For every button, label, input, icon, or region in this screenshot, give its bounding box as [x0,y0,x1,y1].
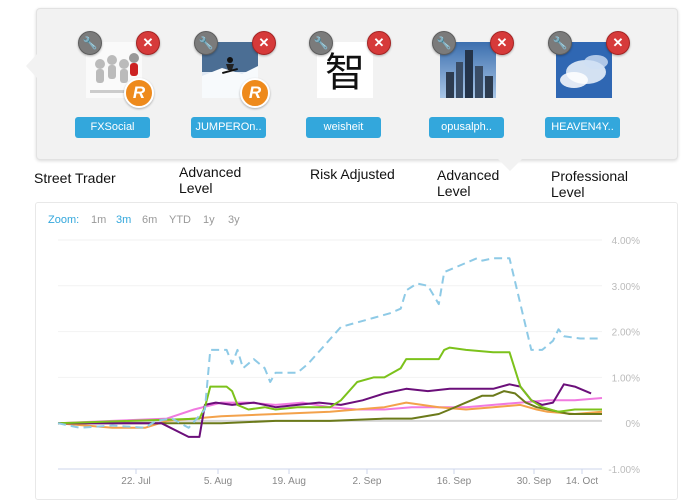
wrench-icon[interactable]: 🔧 [309,31,333,55]
x-tick-label: 22. Jul [121,476,150,487]
strategy-name-button[interactable]: opusalph.. [429,117,504,138]
zoom-option-3y[interactable]: 3y [228,214,240,226]
y-tick-label: 1.00% [612,373,640,384]
series-line [57,346,602,425]
y-tick-label: 2.00% [612,328,640,339]
x-tick-label: 19. Aug [272,476,306,487]
people-icon [86,42,142,98]
x-tick-label: 2. Sep [353,476,382,487]
strategy-name-button[interactable]: weisheit [306,117,381,138]
x-tick-label: 5. Aug [204,476,232,487]
y-tick-label: 4.00% [612,236,640,247]
strategy-caption: Street Trader [34,170,144,186]
caption-line: Level [437,183,471,199]
zoom-label: Zoom: [48,214,79,226]
close-icon[interactable]: ✕ [252,31,276,55]
strategy-caption: Risk Adjusted [310,166,420,182]
series-line [57,397,603,425]
strategy-tile[interactable]: 🔧 ✕ opusalph.. [394,30,514,145]
close-icon[interactable]: ✕ [136,31,160,55]
caption-line: Level [179,180,213,196]
caption-line: Risk Adjusted [310,166,395,182]
strategy-tile[interactable]: 🔧 ✕ HEAVEN4Y.. [510,30,630,145]
caption-line: Advanced [179,164,242,180]
series-line [58,390,602,425]
zoom-option-1y[interactable]: 1y [203,214,215,226]
caption-line: Advanced [437,167,500,183]
series-line [57,257,602,429]
wrench-icon[interactable]: 🔧 [548,31,572,55]
tray-notch [497,158,523,171]
close-icon[interactable]: ✕ [490,31,514,55]
x-tick-label: 16. Sep [437,476,472,487]
zoom-option-ytd[interactable]: YTD [169,214,191,226]
close-icon[interactable]: ✕ [606,31,630,55]
strategy-tile[interactable]: 🔧 ✕ R FXSocial [40,30,160,145]
r-badge-icon: R [240,78,270,108]
y-tick-label: -1.00% [608,465,640,476]
strategy-caption: Advanced Level [179,164,289,196]
strategy-name-button[interactable]: HEAVEN4Y.. [545,117,620,138]
svg-text:智: 智 [325,50,365,96]
strategy-tile[interactable]: 🔧 ✕ R JUMPEROn.. [156,30,276,145]
caption-line: Level [551,184,585,200]
sky-icon [556,42,612,98]
wrench-icon[interactable]: 🔧 [78,31,102,55]
zoom-option-3m[interactable]: 3m [116,214,131,226]
r-badge-icon: R [124,78,154,108]
y-tick-label: 0% [626,419,641,430]
close-icon[interactable]: ✕ [367,31,391,55]
performance-chart: Zoom: 1m 3m 6m YTD 1y 3y 4.00% 3.00% 2.00% 1.00% 0%… [35,202,678,500]
wrench-icon[interactable]: 🔧 [432,31,456,55]
strategy-caption: Professional Level [551,168,661,200]
zoom-option-1m[interactable]: 1m [91,214,106,226]
strategy-caption: Advanced Level [437,167,547,199]
tray-pointer-arrow [26,54,37,78]
caption-line: Professional [551,168,629,184]
x-tick-label: 30. Sep [517,476,552,487]
chart-canvas: Zoom: 1m 3m 6m YTD 1y 3y 4.00% 3.00% 2.00% 1.00% 0%… [48,214,641,487]
strategy-name-button[interactable]: JUMPEROn.. [191,117,266,138]
x-tick-label: 14. Oct [566,476,598,487]
strategy-tile[interactable]: 🔧 ✕ 智 weisheit [271,30,391,145]
zoom-option-6m[interactable]: 6m [142,214,157,226]
wrench-icon[interactable]: 🔧 [194,31,218,55]
caption-line: Street Trader [34,170,116,186]
y-tick-label: 3.00% [612,282,640,293]
strategy-name-button[interactable]: FXSocial [75,117,150,138]
